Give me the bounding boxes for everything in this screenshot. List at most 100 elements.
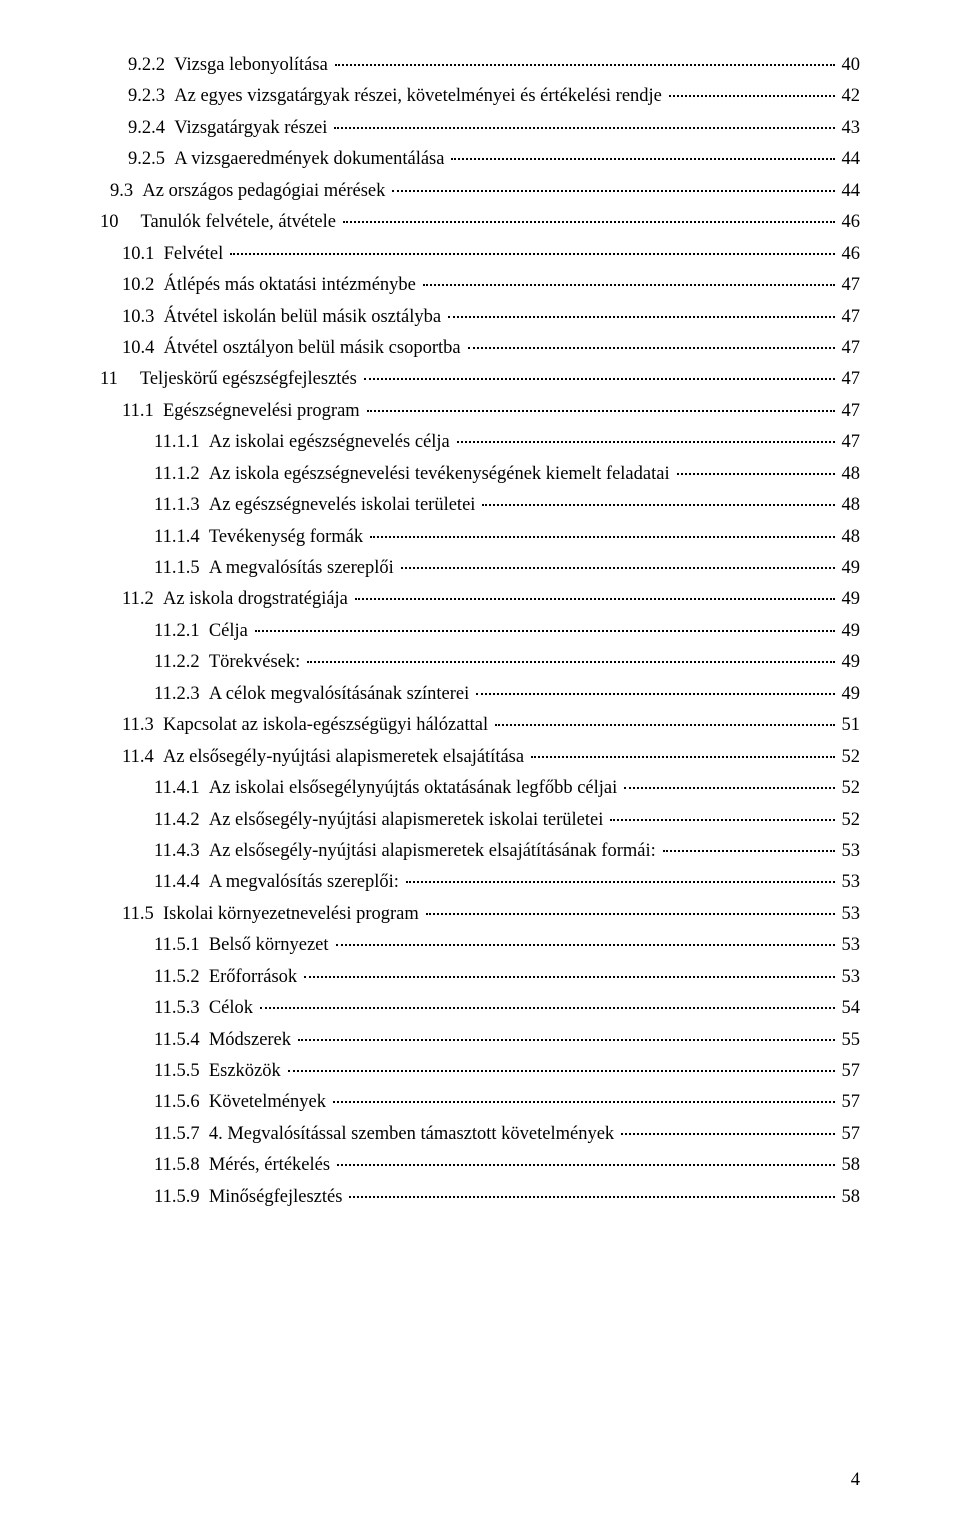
- document-page: 9.2.2Vizsga lebonyolítása409.2.3Az egyes…: [0, 0, 960, 1521]
- toc-entry-number: 11.4: [122, 742, 163, 773]
- toc-leader-dots: [336, 944, 835, 946]
- toc-entry-number: 10.4: [122, 333, 164, 364]
- toc-leader-dots: [621, 1133, 834, 1135]
- toc-entry-page: 49: [838, 584, 861, 615]
- toc-entry-number: 11.1.2: [154, 459, 209, 490]
- toc-entry-page: 49: [838, 647, 861, 678]
- toc-entry-page: 48: [838, 522, 861, 553]
- toc-entry-page: 57: [838, 1087, 861, 1118]
- toc-leader-dots: [307, 661, 834, 663]
- toc-leader-dots: [451, 158, 834, 160]
- toc-entry-page: 53: [838, 930, 861, 961]
- toc-leader-dots: [476, 693, 834, 695]
- toc-leader-dots: [423, 284, 835, 286]
- toc-entry-page: 53: [838, 836, 861, 867]
- toc-entry-title: Eszközök: [209, 1056, 285, 1087]
- toc-leader-dots: [364, 378, 835, 380]
- toc-entry-page: 49: [838, 616, 861, 647]
- toc-leader-dots: [260, 1007, 834, 1009]
- toc-entry-title: Iskolai környezetnevelési program: [163, 899, 423, 930]
- toc-entry-title: Kapcsolat az iskola-egészségügyi hálózat…: [163, 710, 492, 741]
- toc-entry: 11.5Iskolai környezetnevelési program53: [100, 899, 860, 930]
- toc-entry-number: 11.2.3: [154, 679, 209, 710]
- toc-entry-page: 51: [838, 710, 861, 741]
- toc-entry-number: 11.5.1: [154, 930, 209, 961]
- toc-entry: 10Tanulók felvétele, átvétele46: [100, 207, 860, 238]
- toc-leader-dots: [370, 536, 834, 538]
- toc-entry-number: 10.2: [122, 270, 164, 301]
- toc-entry-title: Célja: [209, 616, 252, 647]
- toc-entry-title: Mérés, értékelés: [209, 1150, 334, 1181]
- toc-entry-title: Átvétel iskolán belül másik osztályba: [164, 302, 445, 333]
- toc-entry-title: Törekvések:: [209, 647, 304, 678]
- toc-entry-number: 11.5.2: [154, 962, 209, 993]
- toc-entry-page: 53: [838, 867, 861, 898]
- toc-entry-page: 47: [838, 270, 861, 301]
- toc-entry: 11.4.3Az elsősegély-nyújtási alapismeret…: [100, 836, 860, 867]
- toc-entry-title: A célok megvalósításának színterei: [209, 679, 473, 710]
- toc-entry-title: Teljeskörű egészségfejlesztés: [140, 364, 361, 395]
- toc-entry-number: 10.1: [122, 239, 164, 270]
- toc-entry-page: 55: [838, 1025, 861, 1056]
- toc-entry: 11.1.5A megvalósítás szereplői49: [100, 553, 860, 584]
- toc-entry-page: 44: [838, 176, 861, 207]
- toc-entry-title: Az iskola drogstratégiája: [163, 584, 352, 615]
- toc-entry-number: 11.5.6: [154, 1087, 209, 1118]
- toc-entry-page: 44: [838, 144, 861, 175]
- toc-entry: 10.2Átlépés más oktatási intézménybe 47: [100, 270, 860, 301]
- toc-entry: 11.4.4A megvalósítás szereplői:53: [100, 867, 860, 898]
- toc-entry: 11.5.2Erőforrások53: [100, 962, 860, 993]
- page-number: 4: [851, 1470, 860, 1491]
- toc-entry: 10.1Felvétel46: [100, 239, 860, 270]
- toc-leader-dots: [669, 95, 835, 97]
- toc-leader-dots: [457, 441, 835, 443]
- toc-entry: 11.5.9Minőségfejlesztés58: [100, 1182, 860, 1213]
- toc-entry: 11.4Az elsősegély-nyújtási alapismeretek…: [100, 742, 860, 773]
- toc-entry: 10.4Átvétel osztályon belül másik csopor…: [100, 333, 860, 364]
- toc-entry-title: Az iskolai elsősegélynyújtás oktatásának…: [209, 773, 621, 804]
- toc-leader-dots: [298, 1039, 834, 1041]
- toc-entry-page: 43: [838, 113, 861, 144]
- toc-entry-page: 48: [838, 490, 861, 521]
- toc-entry-page: 47: [838, 396, 861, 427]
- toc-entry-page: 49: [838, 679, 861, 710]
- toc-entry-page: 57: [838, 1056, 861, 1087]
- toc-leader-dots: [426, 913, 835, 915]
- toc-entry-number: 11.3: [122, 710, 163, 741]
- toc-entry-title: Követelmények: [209, 1087, 330, 1118]
- toc-leader-dots: [355, 598, 835, 600]
- toc-entry: 11.5.4Módszerek55: [100, 1025, 860, 1056]
- toc-leader-dots: [531, 756, 834, 758]
- toc-entry: 9.2.5A vizsgaeredmények dokumentálása44: [100, 144, 860, 175]
- toc-entry-number: 11.5.5: [154, 1056, 209, 1087]
- toc-entry: 11.3Kapcsolat az iskola-egészségügyi hál…: [100, 710, 860, 741]
- toc-leader-dots: [448, 316, 834, 318]
- toc-leader-dots: [349, 1196, 834, 1198]
- toc-entry: 11.1.1Az iskolai egészségnevelés célja47: [100, 427, 860, 458]
- toc-entry-number: 9.2.4: [128, 113, 174, 144]
- toc-leader-dots: [406, 881, 835, 883]
- toc-entry: 11.4.1Az iskolai elsősegélynyújtás oktat…: [100, 773, 860, 804]
- toc-entry: 9.2.4Vizsgatárgyak részei43: [100, 113, 860, 144]
- toc-entry-page: 53: [838, 899, 861, 930]
- toc-entry-title: Az egészségnevelés iskolai területei: [209, 490, 480, 521]
- toc-entry: 11Teljeskörű egészségfejlesztés47: [100, 364, 860, 395]
- toc-entry-title: Minőségfejlesztés: [209, 1182, 347, 1213]
- toc-leader-dots: [337, 1164, 834, 1166]
- toc-entry-title: 4. Megvalósítással szemben támasztott kö…: [209, 1119, 618, 1150]
- toc-entry: 11.5.3Célok54: [100, 993, 860, 1024]
- toc-entry-page: 52: [838, 805, 861, 836]
- table-of-contents: 9.2.2Vizsga lebonyolítása409.2.3Az egyes…: [100, 50, 860, 1213]
- toc-leader-dots: [482, 504, 834, 506]
- toc-entry-page: 47: [838, 364, 861, 395]
- toc-entry: 11.5.5Eszközök 57: [100, 1056, 860, 1087]
- toc-entry-number: 9.2.3: [128, 81, 174, 112]
- toc-entry-page: 53: [838, 962, 861, 993]
- toc-entry-number: 11.2.1: [154, 616, 209, 647]
- toc-entry-title: Az iskola egészségnevelési tevékenységén…: [209, 459, 674, 490]
- toc-leader-dots: [255, 630, 835, 632]
- toc-entry-title: Átlépés más oktatási intézménybe: [164, 270, 420, 301]
- toc-entry-title: Belső környezet: [209, 930, 333, 961]
- toc-entry-page: 48: [838, 459, 861, 490]
- toc-entry-number: 11.5.3: [154, 993, 209, 1024]
